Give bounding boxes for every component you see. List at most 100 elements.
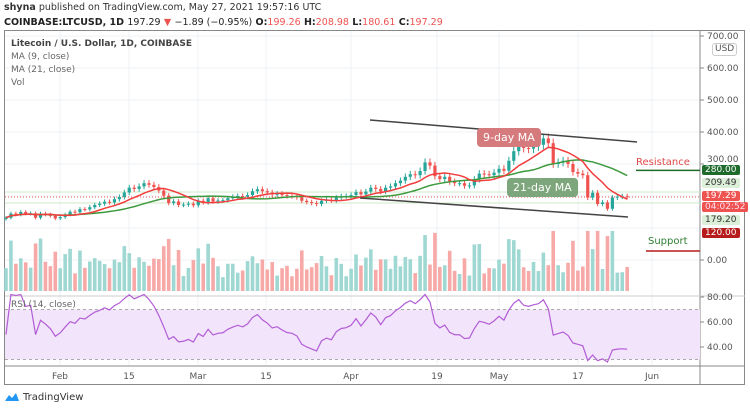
volume-bar	[339, 263, 344, 291]
candle-body	[319, 200, 324, 204]
volume-bar	[171, 265, 176, 291]
candle-body	[477, 173, 481, 180]
volume-bar	[157, 259, 161, 291]
volume-bar	[502, 263, 506, 291]
volume-bar	[137, 257, 141, 291]
candle-body	[314, 203, 319, 205]
candle-body	[369, 187, 373, 192]
ma21-line	[5, 159, 628, 219]
rsi-label[interactable]: RSI (14, close)	[11, 300, 76, 310]
volume-bar	[107, 268, 112, 291]
candle-body	[596, 192, 600, 204]
legend-ma9[interactable]: MA (9, close)	[11, 52, 70, 62]
volume-bar	[270, 262, 275, 291]
volume-bar	[329, 275, 334, 291]
volume-bar	[265, 269, 270, 291]
volume-bar	[408, 259, 413, 291]
tradingview-logo[interactable]: TradingView	[4, 391, 83, 403]
volume-bar	[88, 261, 92, 291]
candle-body	[241, 196, 245, 197]
high-label: H:	[303, 17, 316, 28]
candle-body	[428, 162, 432, 166]
candle-body	[98, 203, 102, 205]
volume-bar	[152, 258, 156, 291]
candle-body	[600, 202, 605, 204]
logo-text: TradingView	[23, 391, 84, 403]
volume-bar	[497, 259, 501, 291]
author: shyna	[4, 2, 36, 13]
support-label: Support	[648, 236, 688, 247]
candle-body	[275, 193, 279, 195]
volume-bar	[413, 273, 417, 291]
legend-volume[interactable]: Vol	[11, 78, 25, 88]
volume-bar	[467, 275, 472, 291]
volume-bar	[275, 275, 279, 291]
ma21-annotation: 21-day MA	[507, 178, 578, 197]
candle-body	[586, 175, 590, 198]
volume-bar	[447, 250, 452, 291]
volume-bar	[48, 266, 53, 291]
candle-body	[467, 185, 472, 187]
candle-body	[502, 168, 506, 171]
candle-body	[147, 183, 151, 185]
symbol: COINBASE:LTCUSD, 1D	[4, 17, 125, 28]
volume-bar	[97, 260, 102, 291]
volume-bar	[280, 268, 284, 291]
candle-body	[221, 200, 225, 202]
volume-bar	[620, 272, 625, 291]
last-price-tag: 197.29	[702, 191, 740, 201]
candle-body	[250, 191, 255, 196]
x-tick-label: 15	[123, 372, 134, 382]
candle-body	[285, 195, 289, 197]
candle-body	[162, 190, 166, 196]
candle-body	[127, 187, 131, 193]
publish-info: shyna published on TradingView.com, May …	[4, 2, 321, 13]
candle-body	[472, 179, 476, 186]
currency-badge[interactable]: USD	[712, 43, 738, 56]
candle-body	[334, 197, 338, 201]
volume-bar	[102, 264, 107, 291]
candle-body	[393, 183, 398, 187]
candle-body	[88, 207, 92, 210]
chart-legend: Litecoin / U.S. Dollar, 1D, COINBASE MA …	[11, 38, 192, 90]
candle-body	[226, 198, 230, 201]
upper-band-tag: 209.49	[702, 178, 740, 188]
volume-bar	[240, 270, 245, 291]
high-value: 208.98	[315, 17, 349, 28]
volume-bar	[383, 259, 388, 291]
volume-bar	[546, 265, 551, 291]
candle-body	[349, 195, 353, 197]
y-tick-label: 500.00	[707, 96, 739, 106]
candle-body	[260, 189, 264, 192]
volume-bar	[250, 256, 255, 291]
candle-body	[265, 191, 269, 193]
candle-body	[53, 215, 57, 219]
volume-bar	[423, 235, 427, 291]
candle-body	[310, 202, 314, 204]
candle-body	[418, 171, 422, 176]
volume-bar	[615, 272, 620, 291]
volume-bar	[309, 267, 314, 291]
volume-bar	[511, 240, 516, 291]
volume-bar	[600, 269, 605, 291]
lower-band-tag: 179.20	[702, 215, 740, 225]
volume-bar	[521, 267, 526, 291]
candle-body	[33, 213, 38, 218]
candle-body	[453, 181, 457, 184]
volume-bar	[349, 268, 353, 291]
legend-title: Litecoin / U.S. Dollar, 1D, COINBASE	[11, 39, 192, 49]
volume-bar	[324, 266, 329, 291]
volume-bar	[438, 266, 442, 291]
volume-bar	[147, 265, 151, 291]
legend-ma21[interactable]: MA (21, close)	[11, 65, 76, 75]
volume-bar	[334, 258, 339, 291]
candle-body	[512, 151, 516, 161]
candle-body	[172, 201, 176, 204]
candle-body	[122, 192, 126, 197]
volume-bar	[181, 275, 186, 291]
volume-bar	[605, 236, 610, 291]
resistance-price-tag: 280.00	[702, 165, 740, 175]
volume-bar	[83, 267, 87, 291]
candle-body	[457, 183, 462, 185]
